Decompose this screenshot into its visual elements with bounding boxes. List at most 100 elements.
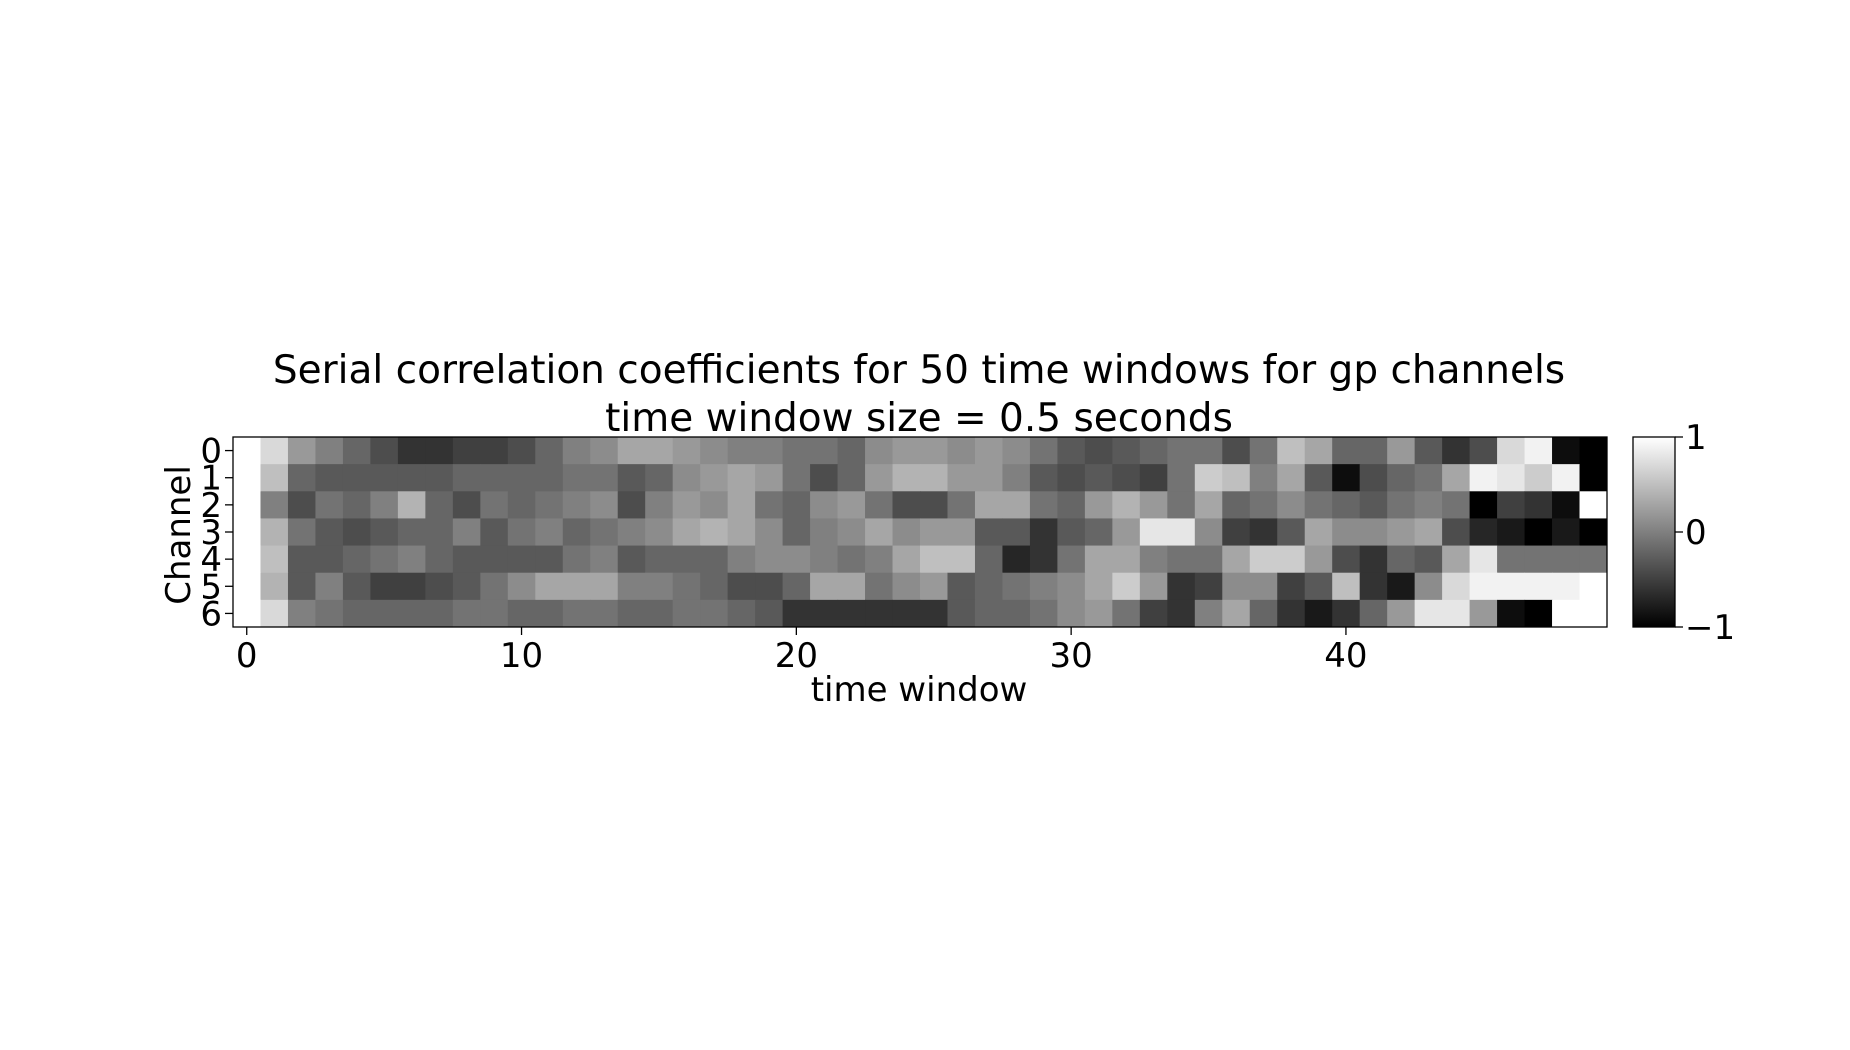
heatmap-cell [1277,491,1306,519]
heatmap-cell [645,572,674,601]
heatmap-cell [782,491,811,519]
heatmap-cell [1277,545,1306,574]
heatmap-cell [1002,464,1031,492]
heatmap-cell [342,491,371,519]
heatmap-cell [342,545,371,574]
heatmap-cell [1084,572,1113,601]
heatmap-cell [233,545,261,574]
heatmap-cell [1002,545,1031,574]
heatmap-cell [1002,518,1031,547]
heatmap-cell [260,518,289,547]
heatmap-cell [1002,572,1031,601]
heatmap-cell [782,518,811,547]
heatmap-cell [1304,518,1333,547]
heatmap-cell [892,572,921,601]
heatmap-cell [1442,464,1471,492]
heatmap-cell [837,518,866,547]
heatmap-cell [947,572,976,601]
heatmap-cell [617,464,646,492]
heatmap-cell [617,437,646,465]
heatmap-cell [810,464,839,492]
heatmap-cell [260,464,289,492]
heatmap-cell [233,518,261,547]
heatmap-cell [920,491,948,519]
heatmap-cell [1497,545,1526,574]
heatmap-cell [1359,545,1388,574]
y-tick-label: 0 [200,432,222,472]
x-tick-label: 40 [1324,636,1367,676]
heatmap-cell [1084,599,1113,628]
heatmap-cell [535,545,564,574]
heatmap-cell [1057,572,1086,601]
heatmap-cell [672,545,701,574]
heatmap-cell [1057,491,1086,519]
heatmap-cell [535,437,564,465]
heatmap-cell [370,599,399,628]
heatmap-cell [1359,599,1388,628]
heatmap-cell [480,491,509,519]
heatmap-cell [1332,518,1361,547]
heatmap-cell [755,464,784,492]
heatmap-cell [1387,518,1416,547]
heatmap-cell [1002,437,1031,465]
heatmap-cell [1112,518,1141,547]
colorbar-tick-label: −1 [1685,608,1735,648]
heatmap-cell [1112,545,1141,574]
heatmap-cell [233,464,261,492]
heatmap-cell [315,572,344,601]
heatmap-cell [865,599,894,628]
heatmap-cell [810,518,839,547]
heatmap-cell [397,572,426,601]
heatmap-cell [1579,599,1608,628]
heatmap-cell [1442,491,1471,519]
heatmap-cell [1387,545,1416,574]
heatmap-cell [1084,491,1113,519]
heatmap-cell [1359,464,1388,492]
colorbar-tick-label: 0 [1685,513,1707,553]
heatmap-cell [370,437,399,465]
heatmap-cell [452,518,481,547]
heatmap-cell [645,599,674,628]
x-axis-ticks: 0 10 20 30 40 [236,627,1368,676]
heatmap-cell [672,599,701,628]
heatmap-cell [1139,599,1168,628]
heatmap-cell [727,572,756,601]
heatmap-cell [480,572,509,601]
heatmap-cell [1304,437,1333,465]
heatmap-cell [645,464,674,492]
heatmap-cell [920,545,948,574]
heatmap-cell [397,437,426,465]
heatmap-cell [1304,464,1333,492]
heatmap-cell [397,491,426,519]
heatmap-cell [1497,491,1526,519]
colorbar-gradient [1632,436,1676,628]
heatmap-cell [837,572,866,601]
heatmap-cell [727,464,756,492]
heatmap-cell [370,545,399,574]
heatmap-cell [1057,464,1086,492]
heatmap-cell [1442,518,1471,547]
heatmap-cell [920,518,948,547]
heatmap-cell [1002,491,1031,519]
heatmap-cell [370,464,399,492]
heatmap-cell [1469,599,1498,628]
heatmap-cell [617,545,646,574]
heatmap-cell [452,437,481,465]
heatmap-cell [1332,464,1361,492]
heatmap-cell [1167,518,1196,547]
heatmap-cell [370,491,399,519]
heatmap-cell [1084,518,1113,547]
heatmap-cell [1552,437,1581,465]
heatmap-cell [507,545,536,574]
heatmap-cell [260,599,289,628]
heatmap-cell [645,545,674,574]
heatmap-cell [1442,572,1471,601]
heatmap-cell [1414,599,1443,628]
heatmap-cell [810,491,839,519]
heatmap-cell [1057,518,1086,547]
heatmap-cell [947,464,976,492]
heatmap-cell [1524,437,1553,465]
heatmap-cell [1139,572,1168,601]
heatmap-cell [1139,491,1168,519]
